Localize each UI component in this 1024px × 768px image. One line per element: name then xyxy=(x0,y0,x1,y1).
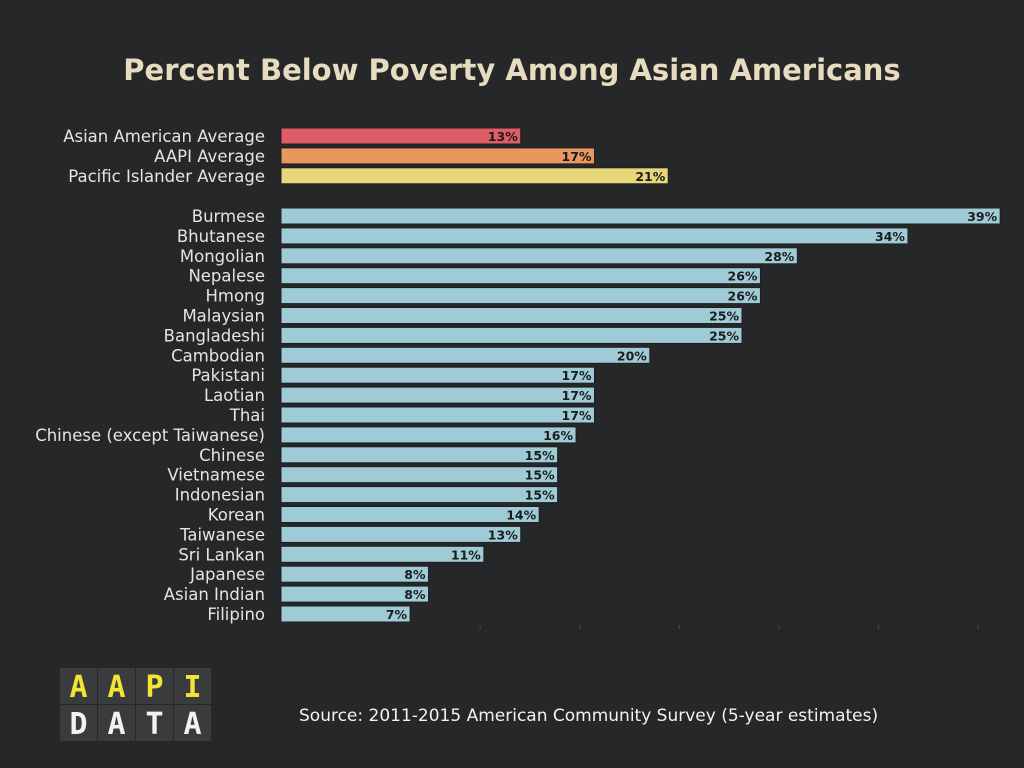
value-label-asian-indian: 8% xyxy=(404,587,426,602)
bar-bangladeshi xyxy=(280,326,743,344)
bar-chinese-except-taiwanese xyxy=(280,426,577,444)
bar-bhutanese xyxy=(280,227,909,245)
logo-cell xyxy=(60,705,97,741)
category-label-vietnamese: Vietnamese xyxy=(167,466,265,485)
value-label-nepalese: 26% xyxy=(728,269,758,284)
value-label-thai: 17% xyxy=(562,408,592,423)
value-label-laotian: 17% xyxy=(562,388,592,403)
value-label-pacific-islander-average: 21% xyxy=(635,169,665,184)
bar-nepalese xyxy=(280,267,761,285)
category-label-cambodian: Cambodian xyxy=(171,346,265,365)
logo-letter: A xyxy=(69,670,87,705)
category-label-indonesian: Indonesian xyxy=(175,486,265,505)
bar-mongolian xyxy=(280,247,798,265)
bar-laotian xyxy=(280,386,595,404)
bar-asian-indian xyxy=(280,585,430,603)
x-axis xyxy=(479,625,979,629)
value-label-indonesian: 15% xyxy=(525,488,555,503)
category-label-sri-lankan: Sri Lankan xyxy=(178,545,265,564)
source-note: Source: 2011-2015 American Community Sur… xyxy=(299,706,878,726)
value-label-chinese: 15% xyxy=(525,448,555,463)
bar-malaysian xyxy=(280,307,743,324)
category-label-pacific-islander-average: Pacific Islander Average xyxy=(68,167,265,186)
value-label-filipino: 7% xyxy=(386,607,408,622)
bar-chinese xyxy=(280,446,559,464)
value-label-mongolian: 28% xyxy=(764,249,794,264)
value-label-korean: 14% xyxy=(506,508,536,523)
value-label-hmong: 26% xyxy=(728,289,758,304)
bar-pakistani xyxy=(280,366,595,384)
bar-burmese xyxy=(280,207,1001,225)
value-label-bangladeshi: 25% xyxy=(709,328,739,343)
bars: Asian American Average 13% AAPI Average 17%… xyxy=(35,127,1001,624)
category-label-korean: Korean xyxy=(208,506,265,525)
category-label-malaysian: Malaysian xyxy=(182,307,265,326)
category-label-bangladeshi: Bangladeshi xyxy=(164,326,265,345)
logo-letter: A xyxy=(183,707,201,742)
value-label-aapi-average: 17% xyxy=(562,149,592,164)
bar-hmong xyxy=(280,287,761,305)
value-label-asian-american-average: 13% xyxy=(488,129,518,144)
logo-letter: T xyxy=(145,707,163,742)
value-label-taiwanese: 13% xyxy=(488,527,518,542)
category-label-hmong: Hmong xyxy=(205,287,265,306)
bar-taiwanese xyxy=(280,525,522,543)
category-label-asian-american-average: Asian American Average xyxy=(63,127,265,146)
bar-asian-american-average xyxy=(280,127,522,145)
logo-letter: A xyxy=(107,707,125,742)
category-label-thai: Thai xyxy=(229,406,265,425)
logo-letter: I xyxy=(183,670,201,705)
category-label-burmese: Burmese xyxy=(192,207,265,226)
logo-cell xyxy=(98,705,135,741)
value-label-chinese-except-taiwanese: 16% xyxy=(543,428,573,443)
bar-filipino xyxy=(280,605,411,623)
bar-thai xyxy=(280,406,595,424)
bar-aapi-average xyxy=(280,147,595,165)
value-label-japanese: 8% xyxy=(404,567,426,582)
category-label-aapi-average: AAPI Average xyxy=(154,147,265,166)
category-label-laotian: Laotian xyxy=(204,386,265,405)
value-label-malaysian: 25% xyxy=(709,309,739,324)
bar-sri-lankan xyxy=(280,545,485,563)
logo-cell xyxy=(174,668,211,704)
value-label-pakistani: 17% xyxy=(562,368,592,383)
logo-letter: P xyxy=(145,670,163,705)
bar-vietnamese xyxy=(280,466,559,484)
bar-korean xyxy=(280,506,540,523)
value-label-cambodian: 20% xyxy=(617,348,647,363)
category-label-mongolian: Mongolian xyxy=(180,247,265,266)
value-label-vietnamese: 15% xyxy=(525,468,555,483)
bar-indonesian xyxy=(280,486,559,504)
logo-cell xyxy=(136,705,173,741)
category-label-bhutanese: Bhutanese xyxy=(177,227,265,246)
aapi-data-logo: A A P ID A T A xyxy=(60,668,211,742)
value-label-bhutanese: 34% xyxy=(875,229,905,244)
category-label-chinese: Chinese xyxy=(199,446,265,465)
category-label-filipino: Filipino xyxy=(207,605,265,624)
category-label-chinese-except-taiwanese: Chinese (except Taiwanese) xyxy=(35,426,265,445)
chart-title: Percent Below Poverty Among Asian Americ… xyxy=(123,53,900,87)
bar-japanese xyxy=(280,565,430,583)
value-label-burmese: 39% xyxy=(967,209,997,224)
logo-cell xyxy=(174,705,211,741)
logo-cell xyxy=(98,668,135,704)
category-label-nepalese: Nepalese xyxy=(188,267,265,286)
bar-cambodian xyxy=(280,346,651,364)
logo-letter: D xyxy=(69,707,87,742)
category-label-taiwanese: Taiwanese xyxy=(179,525,265,544)
category-label-asian-indian: Asian Indian xyxy=(164,585,265,604)
value-label-sri-lankan: 11% xyxy=(451,547,481,562)
logo-cell xyxy=(136,668,173,704)
category-label-japanese: Japanese xyxy=(189,565,265,584)
bar-pacific-islander-average xyxy=(280,167,669,185)
logo-cell xyxy=(60,668,97,704)
logo-letter: A xyxy=(107,670,125,705)
category-label-pakistani: Pakistani xyxy=(191,366,265,385)
